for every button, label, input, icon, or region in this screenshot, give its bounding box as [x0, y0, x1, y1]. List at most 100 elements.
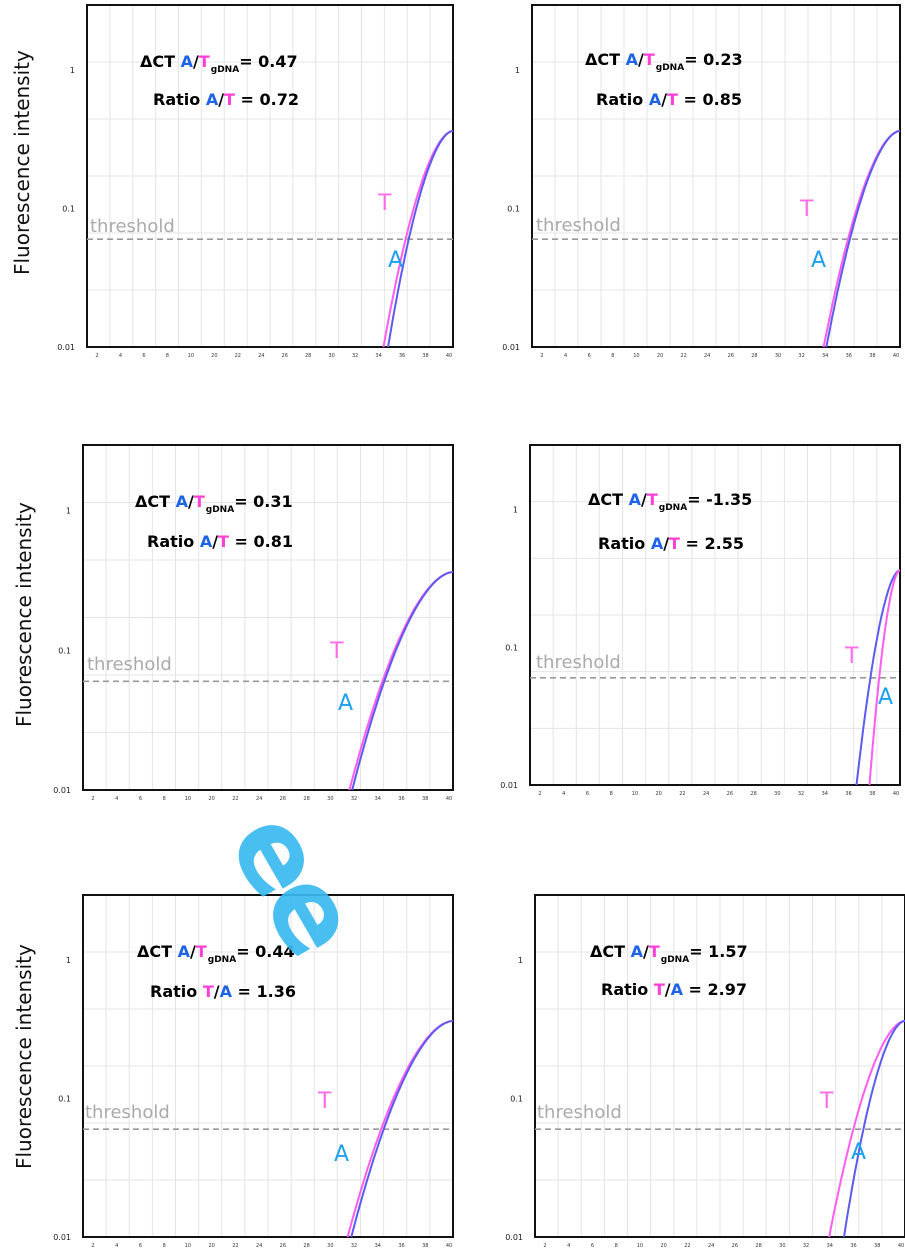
- x-tick-label: 10: [185, 1243, 191, 1249]
- x-tick-label: 6: [586, 791, 589, 797]
- x-tick-label: 38: [422, 353, 428, 359]
- x-tick-label: 2: [543, 1243, 546, 1249]
- plot-frame: [82, 894, 454, 1238]
- x-tick-label: 30: [328, 353, 334, 359]
- threshold-label: threshold: [85, 1102, 170, 1123]
- y-tick-label: 1: [515, 66, 520, 75]
- annotation-dct-4: ΔCT A/TgDNA= -1.35: [588, 490, 753, 513]
- curve-label-t: T: [317, 1089, 332, 1114]
- x-tick-label: 26: [728, 353, 734, 359]
- y-tick-label: 0.1: [505, 643, 518, 652]
- x-tick-label: 8: [615, 1243, 618, 1249]
- x-tick-label: 34: [822, 353, 828, 359]
- annotation-dct-3: ΔCT A/TgDNA= 0.31: [135, 492, 293, 515]
- x-tick-label: 30: [779, 1243, 785, 1249]
- x-tick-label: 10: [633, 353, 639, 359]
- x-tick-label: 22: [684, 1243, 690, 1249]
- y-tick-label: 0.1: [58, 646, 71, 655]
- x-tick-label: 20: [211, 353, 217, 359]
- x-tick-label: 22: [679, 791, 685, 797]
- x-tick-label: 24: [256, 1243, 262, 1249]
- x-tick-label: 32: [798, 353, 804, 359]
- x-tick-label: 8: [610, 791, 613, 797]
- plot-frame: [529, 444, 901, 786]
- x-tick-label: 26: [282, 353, 288, 359]
- x-tick-label: 36: [398, 1243, 404, 1249]
- x-tick-label: 28: [755, 1243, 761, 1249]
- amplification-curve-a: [387, 129, 454, 348]
- x-tick-label: 40: [893, 353, 899, 359]
- curve-label-t: T: [377, 191, 392, 216]
- x-tick-label: 24: [704, 353, 710, 359]
- curve-label-t: T: [844, 644, 859, 669]
- x-tick-label: 2: [95, 353, 98, 359]
- x-tick-label: 34: [375, 796, 381, 802]
- plot-frame: [534, 894, 905, 1238]
- annotation-dct-5: ΔCT A/TgDNA= 0.44: [137, 942, 295, 965]
- x-tick-label: 2: [538, 791, 541, 797]
- curve-label-t: T: [329, 639, 344, 664]
- annotation-dct-1: ΔCT A/TgDNA= 0.47: [140, 52, 298, 75]
- y-tick-label: 1: [66, 507, 71, 516]
- x-tick-label: 34: [375, 1243, 381, 1249]
- x-tick-label: 32: [351, 1243, 357, 1249]
- x-tick-label: 8: [611, 353, 614, 359]
- curve-label-a: A: [811, 248, 826, 273]
- x-tick-label: 38: [869, 791, 875, 797]
- x-tick-label: 38: [869, 353, 875, 359]
- y-tick-label: 0.1: [507, 204, 520, 213]
- amplification-curve-a: [350, 1019, 454, 1238]
- annotation-ratio-1: Ratio A/T = 0.72: [153, 90, 299, 109]
- x-tick-label: 6: [588, 353, 591, 359]
- x-tick-label: 32: [351, 796, 357, 802]
- y-tick-label: 0.1: [62, 204, 75, 213]
- x-tick-label: 32: [798, 791, 804, 797]
- x-tick-label: 6: [139, 1243, 142, 1249]
- x-tick-label: 4: [119, 353, 122, 359]
- x-tick-label: 36: [845, 791, 851, 797]
- y-tick-label: 0.01: [505, 1233, 523, 1242]
- x-tick-label: 20: [657, 353, 663, 359]
- x-tick-label: 10: [185, 796, 191, 802]
- curve-label-t: T: [799, 197, 814, 222]
- x-tick-label: 24: [256, 796, 262, 802]
- x-tick-label: 26: [280, 1243, 286, 1249]
- amplification-curve-t: [868, 569, 901, 786]
- x-tick-label: 40: [898, 1243, 904, 1249]
- x-tick-label: 6: [139, 796, 142, 802]
- x-tick-label: 36: [850, 1243, 856, 1249]
- x-tick-label: 34: [375, 353, 381, 359]
- x-tick-label: 2: [91, 1243, 94, 1249]
- x-tick-label: 40: [893, 791, 899, 797]
- y-tick-label: 0.1: [58, 1094, 71, 1103]
- x-tick-label: 32: [352, 353, 358, 359]
- curve-label-a: A: [338, 691, 353, 716]
- annotation-ratio-2: Ratio A/T = 0.85: [596, 90, 742, 109]
- threshold-label: threshold: [537, 1102, 622, 1123]
- annotation-ratio-4: Ratio A/T = 2.55: [598, 534, 744, 553]
- x-tick-label: 8: [163, 1243, 166, 1249]
- x-tick-label: 20: [655, 791, 661, 797]
- x-tick-label: 4: [564, 353, 567, 359]
- x-tick-label: 22: [235, 353, 241, 359]
- x-tick-label: 24: [708, 1243, 714, 1249]
- x-tick-label: 26: [732, 1243, 738, 1249]
- x-tick-label: 26: [727, 791, 733, 797]
- amplification-curve-a: [843, 1019, 905, 1238]
- x-tick-label: 30: [327, 1243, 333, 1249]
- x-tick-label: 10: [188, 353, 194, 359]
- curve-label-a: A: [878, 685, 893, 710]
- y-tick-label: 0.01: [502, 343, 520, 352]
- x-tick-label: 28: [303, 796, 309, 802]
- x-tick-label: 40: [446, 353, 452, 359]
- x-tick-label: 36: [846, 353, 852, 359]
- x-tick-label: 8: [166, 353, 169, 359]
- x-tick-label: 4: [562, 791, 565, 797]
- amplification-curve-a: [351, 571, 454, 791]
- x-tick-label: 22: [232, 796, 238, 802]
- x-tick-label: 38: [422, 1243, 428, 1249]
- annotation-dct-2: ΔCT A/TgDNA= 0.23: [585, 50, 743, 73]
- x-tick-label: 28: [303, 1243, 309, 1249]
- x-tick-label: 20: [208, 796, 214, 802]
- x-tick-label: 20: [660, 1243, 666, 1249]
